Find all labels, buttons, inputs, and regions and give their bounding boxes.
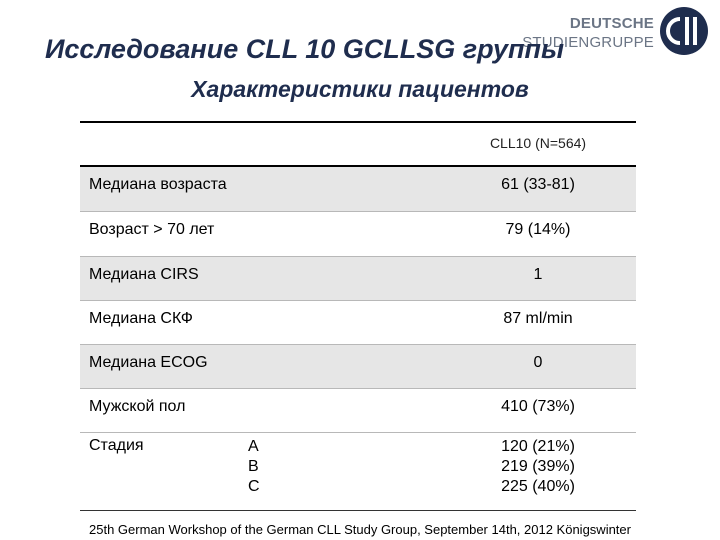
table-row: Мужской пол 410 (73%) xyxy=(80,389,636,433)
stage-value: 225 (40%) xyxy=(501,478,575,495)
column-header: CLL10 (N=564) xyxy=(489,135,587,151)
studiengruppe-logo: DEUTSCHE STUDIENGRUPPE xyxy=(522,6,720,56)
table-row: Возраст > 70 лет 79 (14%) xyxy=(80,212,636,256)
stage-label: Стадия xyxy=(89,437,144,454)
slide-subtitle: Характеристики пациентов xyxy=(191,76,529,102)
logo-line-2: STUDIENGRUPPE xyxy=(522,34,654,51)
table-top-rule xyxy=(80,121,636,123)
row-value: 79 (14%) xyxy=(505,221,571,238)
slide-title-text: Исследование CLL 10 GCLLSG группы xyxy=(45,34,564,64)
slide-footer: 25th German Workshop of the German CLL S… xyxy=(89,522,631,537)
row-value: 61 (33-81) xyxy=(501,176,575,193)
row-label: Медиана ECOG xyxy=(89,354,208,371)
stage-row: Стадия A B C 120 (21%) 219 (39%) 225 (40… xyxy=(80,432,636,507)
row-divider xyxy=(80,344,636,345)
header-bottom-rule xyxy=(80,165,636,167)
row-value: 87 ml/min xyxy=(503,310,573,327)
table-row: Медиана возраста 61 (33-81) xyxy=(80,167,636,211)
row-divider xyxy=(80,300,636,301)
stage-letter: A xyxy=(248,438,259,455)
stage-values: 120 (21%) 219 (39%) 225 (40%) xyxy=(440,437,636,497)
row-label: Медиана CIRS xyxy=(89,266,199,283)
row-label: Мужской пол xyxy=(89,398,186,415)
stage-value: 219 (39%) xyxy=(501,458,575,475)
row-value: 1 xyxy=(533,266,543,283)
stage-letter: B xyxy=(248,458,259,475)
table-row: Медиана CIRS 1 xyxy=(80,257,636,301)
table-bottom-rule xyxy=(80,510,636,511)
stage-value: 120 (21%) xyxy=(501,438,575,455)
cll-logo-icon xyxy=(660,7,708,55)
table-row: Медиана СКФ 87 ml/min xyxy=(80,301,636,345)
stage-letters: A B C xyxy=(248,437,260,497)
row-divider xyxy=(80,256,636,257)
logo-line-1: DEUTSCHE xyxy=(569,15,654,32)
row-value: 410 (73%) xyxy=(501,398,575,415)
row-divider xyxy=(80,432,636,433)
row-divider xyxy=(80,388,636,389)
table-row: Медиана ECOG 0 xyxy=(80,345,636,389)
row-divider xyxy=(80,211,636,212)
row-label: Медиана возраста xyxy=(89,176,227,193)
row-label: Возраст > 70 лет xyxy=(89,221,215,238)
row-value: 0 xyxy=(533,354,543,371)
stage-letter: C xyxy=(248,478,260,495)
row-label: Медиана СКФ xyxy=(89,310,193,327)
